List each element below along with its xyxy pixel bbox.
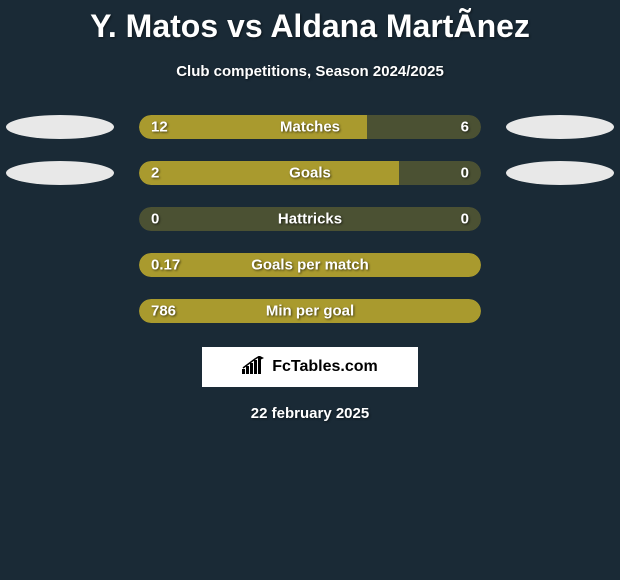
stat-bar: 786 Min per goal: [139, 299, 481, 323]
stat-row: 0.17 Goals per match: [0, 253, 620, 277]
bar-segment-left: [139, 161, 399, 185]
stat-row: 12 6 Matches: [0, 115, 620, 139]
stat-label: Goals per match: [251, 257, 369, 274]
stat-value-left: 0: [151, 211, 159, 228]
stat-row: 2 0 Goals: [0, 161, 620, 185]
stat-bar: 0.17 Goals per match: [139, 253, 481, 277]
logo-text: FcTables.com: [272, 358, 378, 376]
stat-value-right: 0: [461, 211, 469, 228]
subtitle: Club competitions, Season 2024/2025: [0, 63, 620, 80]
stat-value-left: 0.17: [151, 257, 180, 274]
logo-box: FcTables.com: [202, 347, 418, 387]
stat-bar: 12 6 Matches: [139, 115, 481, 139]
stat-row: 786 Min per goal: [0, 299, 620, 323]
stat-value-right: 0: [461, 165, 469, 182]
stat-value-right: 6: [461, 119, 469, 136]
stat-value-left: 2: [151, 165, 159, 182]
stat-label: Goals: [289, 165, 331, 182]
player-badge-right: [506, 161, 614, 185]
stat-bar: 0 0 Hattricks: [139, 207, 481, 231]
chart-icon: [242, 356, 266, 379]
stat-label: Min per goal: [266, 303, 354, 320]
stat-label: Matches: [280, 119, 340, 136]
stat-row: 0 0 Hattricks: [0, 207, 620, 231]
player-badge-right: [506, 115, 614, 139]
stat-label: Hattricks: [278, 211, 342, 228]
stat-value-left: 786: [151, 303, 176, 320]
player-badge-left: [6, 115, 114, 139]
date-text: 22 february 2025: [0, 405, 620, 422]
player-badge-left: [6, 161, 114, 185]
stats-container: 12 6 Matches 2 0 Goals 0 0 Hattricks 0.17 Goals pe…: [0, 115, 620, 323]
page-title: Y. Matos vs Aldana MartÃ­nez: [0, 0, 620, 45]
stat-bar: 2 0 Goals: [139, 161, 481, 185]
stat-value-left: 12: [151, 119, 168, 136]
